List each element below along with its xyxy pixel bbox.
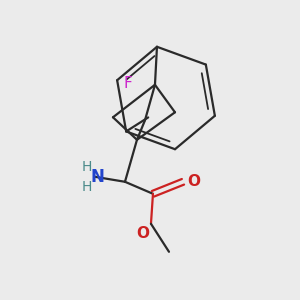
Text: N: N bbox=[90, 168, 104, 186]
Text: H: H bbox=[82, 160, 92, 174]
Text: O: O bbox=[136, 226, 149, 241]
Text: H: H bbox=[82, 180, 92, 194]
Text: O: O bbox=[187, 174, 200, 189]
Text: F: F bbox=[123, 76, 132, 91]
